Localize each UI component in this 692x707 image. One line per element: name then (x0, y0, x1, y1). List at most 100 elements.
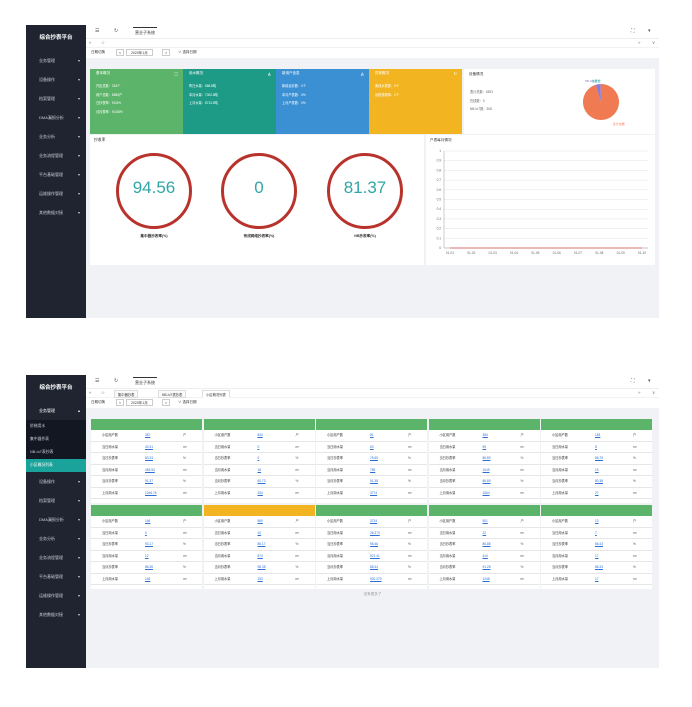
user-menu-icon[interactable]: ▾ (648, 378, 651, 384)
sidebar-item[interactable]: 业务分析 ▾ (26, 529, 86, 548)
menu-toggle-icon[interactable]: ☰ (95, 378, 100, 384)
submenu-item[interactable]: 小区概况列表 (26, 459, 86, 472)
system-tab[interactable]: 营业子系统 (133, 377, 157, 388)
stat-value-link[interactable]: 1248 (482, 576, 490, 581)
stat-value-link[interactable]: 3774 (370, 490, 378, 495)
stat-value-link[interactable]: 1064 (482, 490, 490, 495)
sidebar-item[interactable]: 设备操作 ▾ (26, 472, 86, 491)
sidebar-item[interactable]: DMA漏损分析 ▾ (26, 510, 86, 529)
tab-concentrator[interactable]: 集中器抄表 (114, 390, 139, 398)
stat-value-link[interactable]: 18 (257, 467, 262, 472)
stat-value-link[interactable]: 414 (482, 553, 488, 558)
stat-value-link[interactable]: 453.53 (145, 467, 155, 472)
stat-value-link[interactable]: 0 (145, 530, 147, 535)
next-month-button[interactable]: > (162, 399, 170, 406)
stat-value-link[interactable]: 254 (257, 490, 263, 495)
prev-month-button[interactable]: < (116, 49, 124, 56)
stat-value-link[interactable]: 60.73 (257, 479, 266, 483)
stat-value-link[interactable]: 86.79 (595, 456, 603, 460)
sidebar-item[interactable]: 平台基础管理 ▾ (26, 165, 86, 184)
menu-item-business[interactable]: 业务管理 ▴ (26, 401, 86, 420)
sidebar-item[interactable]: 业务流程管理 ▾ (26, 146, 86, 165)
stat-value-link[interactable]: 384 (482, 433, 488, 437)
stat-value-link[interactable]: 902.279 (370, 576, 382, 581)
stat-value-link[interactable]: 98.46 (370, 542, 378, 546)
stat-value-link[interactable]: 19 (595, 467, 599, 472)
chart-icon[interactable]: ◭ (360, 71, 364, 76)
chart-icon[interactable]: ◭ (267, 71, 271, 76)
stat-value-link[interactable]: 26,373 (370, 530, 380, 535)
stat-value-link[interactable]: 80.38 (595, 479, 603, 483)
sidebar-item[interactable]: 业务流程管理 ▾ (26, 548, 86, 567)
stat-value-link[interactable]: 183 (595, 433, 601, 437)
stat-value-link[interactable]: 146 (145, 519, 151, 523)
chevron-down-icon[interactable]: ∨ (652, 390, 656, 395)
system-tab[interactable]: 营业子系统 (133, 27, 157, 38)
submenu-item[interactable]: NB-IoT表抄表 (30, 450, 54, 454)
sidebar-item[interactable]: 运维操作管理 ▾ (26, 586, 86, 605)
stat-value-link[interactable]: 86.89 (482, 479, 491, 483)
sidebar-item[interactable]: 设备操作 ▾ (26, 70, 86, 89)
stat-value-link[interactable]: 86.43 (595, 542, 603, 546)
stat-value-link[interactable]: 12 (145, 553, 149, 558)
stat-value-link[interactable]: 83.33 (145, 456, 153, 460)
stat-value-link[interactable]: 3734 (370, 519, 378, 523)
stat-value-link[interactable]: 146 (145, 576, 151, 581)
sidebar-item[interactable]: DMA漏损分析 ▾ (26, 108, 86, 127)
sidebar-item[interactable]: 其他数据对接 ▾ (26, 203, 86, 222)
user-menu-icon[interactable]: ▾ (648, 28, 651, 34)
sidebar-item[interactable]: 运维操作管理 ▾ (26, 184, 86, 203)
stat-value-link[interactable]: 17 (595, 553, 599, 558)
stat-value-link[interactable]: 560 (257, 519, 263, 523)
stat-value-link[interactable]: 755 (370, 467, 376, 472)
stat-value-link[interactable]: 253 (257, 576, 263, 581)
stat-value-link[interactable]: 81 (370, 433, 374, 437)
sidebar-item[interactable]: 业务分析 ▾ (26, 127, 86, 146)
prev-month-button[interactable]: < (116, 399, 124, 406)
home-tab-icon[interactable]: ☆ (101, 390, 106, 395)
stat-value-link[interactable]: 98.38 (257, 565, 266, 569)
select-date-button[interactable]: ∨ 选择日期 (178, 50, 197, 54)
stat-value-link[interactable]: 40.31 (145, 444, 153, 449)
next-month-button[interactable]: > (162, 49, 170, 56)
tab-nb[interactable]: NB-IoT表抄表 (158, 390, 187, 398)
sidebar-item[interactable]: 平台基础管理 ▾ (26, 567, 86, 586)
stat-value-link[interactable]: 874 (257, 553, 263, 558)
stat-value-link[interactable]: 501 (482, 519, 488, 523)
stat-value-link[interactable]: 93.17 (145, 542, 153, 546)
refresh-icon[interactable]: ▢ (174, 71, 178, 76)
stat-value-link[interactable]: 1246.76 (145, 490, 157, 495)
tab-community-list[interactable]: 小区概况列表 (202, 390, 230, 398)
stat-value-link[interactable]: 86.17 (257, 542, 266, 546)
sidebar-item[interactable]: 业务管理 ▾ (26, 51, 86, 70)
sidebar-item[interactable]: 档案管理 ▾ (26, 89, 86, 108)
stat-value-link[interactable]: 387 (145, 433, 151, 437)
stat-value-link[interactable]: 86.89 (482, 456, 491, 460)
scroll-right-icon[interactable]: » (638, 40, 641, 45)
menu-toggle-icon[interactable]: ☰ (95, 28, 100, 34)
stat-value-link[interactable]: 13 (595, 519, 599, 523)
refresh-icon[interactable]: ↻ (114, 378, 119, 384)
refresh-icon[interactable]: ↻ (453, 71, 457, 76)
sidebar-item[interactable]: 其他数据对接 ▾ (26, 605, 86, 624)
stat-value-link[interactable]: 22 (482, 530, 487, 535)
date-picker[interactable]: 2020年1月 (126, 49, 153, 56)
refresh-icon[interactable]: ↻ (114, 28, 119, 34)
stat-value-link[interactable]: 10 (257, 530, 262, 535)
stat-value-link[interactable]: 88.34 (370, 565, 378, 569)
stat-value-link[interactable]: 59 (482, 444, 487, 449)
stat-value-link[interactable]: 921.41 (370, 553, 380, 558)
scroll-left-icon[interactable]: « (89, 390, 92, 395)
sidebar-item[interactable]: 档案管理 ▾ (26, 491, 86, 510)
fullscreen-icon[interactable]: ⛶ (631, 28, 635, 34)
select-date-button[interactable]: ∨ 选择日期 (178, 400, 197, 404)
home-tab-icon[interactable]: ☆ (101, 40, 106, 45)
submenu-item[interactable]: 阶梯用水 (30, 424, 46, 428)
stat-value-link[interactable]: 0 (257, 444, 260, 449)
stat-value-link[interactable]: 91.38 (370, 479, 378, 483)
stat-value-link[interactable]: 86.88 (482, 542, 491, 546)
stat-value-link[interactable]: 0 (257, 456, 260, 460)
stat-value-link[interactable]: 91.37 (145, 479, 153, 483)
stat-value-link[interactable]: 844 (257, 433, 263, 437)
stat-value-link[interactable]: 8 (595, 444, 597, 449)
